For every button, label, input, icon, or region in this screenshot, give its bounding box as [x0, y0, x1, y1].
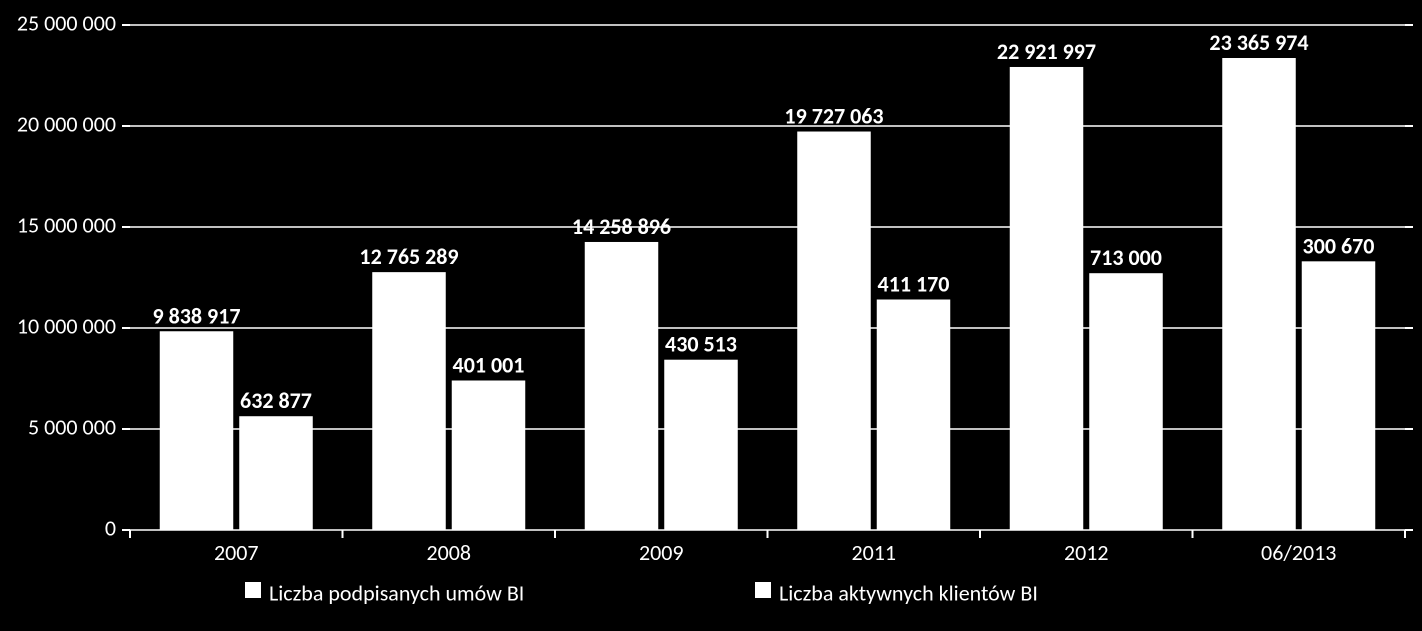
x-axis-category-label: 2011 — [851, 539, 896, 566]
y-axis-label: 20 000 000 — [17, 110, 116, 137]
x-axis-category-label: 2007 — [214, 539, 259, 566]
bar — [1302, 261, 1376, 530]
bar-value-label: 9 838 917 — [153, 302, 241, 329]
bar-value-label: 12 765 289 — [359, 243, 458, 270]
bar — [452, 380, 526, 530]
bar — [372, 272, 446, 530]
bar-value-label: 300 670 — [1303, 232, 1375, 259]
chart-container: 0 5 000 000 10 000 000 15 000 000 20 000 000… — [0, 0, 1422, 631]
y-axis-label: 0 — [105, 514, 116, 541]
bar — [877, 299, 951, 530]
bar — [160, 331, 234, 530]
bar — [1089, 273, 1163, 530]
bar-value-label: 411 170 — [878, 270, 950, 297]
bar-value-label: 713 000 — [1090, 244, 1162, 271]
bar — [1010, 67, 1084, 530]
bar-value-label: 430 513 — [665, 331, 737, 358]
chart-svg: 0 5 000 000 10 000 000 15 000 000 20 000 000… — [0, 0, 1422, 631]
x-axis-category-label: 2008 — [426, 539, 471, 566]
bar — [585, 242, 659, 530]
legend-label: Liczba podpisanych umów BI — [269, 579, 524, 606]
bar-value-label: 14 258 896 — [572, 213, 671, 240]
x-axis-category-label: 2012 — [1064, 539, 1109, 566]
bar — [1222, 58, 1296, 530]
bar-value-label: 19 727 063 — [784, 103, 883, 130]
bar-value-label: 23 365 974 — [1209, 29, 1308, 56]
y-axis-label: 10 000 000 — [17, 312, 116, 339]
y-axis-label: 5 000 000 — [28, 413, 116, 440]
bar-value-label: 22 921 997 — [997, 38, 1096, 65]
legend-marker — [245, 582, 261, 598]
bar — [664, 360, 738, 530]
bar-value-label: 632 877 — [240, 387, 312, 414]
bar — [239, 416, 313, 530]
bar — [797, 132, 871, 530]
bar-value-label: 401 001 — [453, 351, 525, 378]
x-axis-category-label: 06/2013 — [1261, 539, 1336, 566]
legend-label: Liczba aktywnych klientów BI — [779, 579, 1038, 606]
legend-marker — [755, 582, 771, 598]
y-axis-label: 15 000 000 — [17, 211, 116, 238]
y-axis-label: 25 000 000 — [17, 9, 116, 36]
x-axis-category-label: 2009 — [639, 539, 684, 566]
